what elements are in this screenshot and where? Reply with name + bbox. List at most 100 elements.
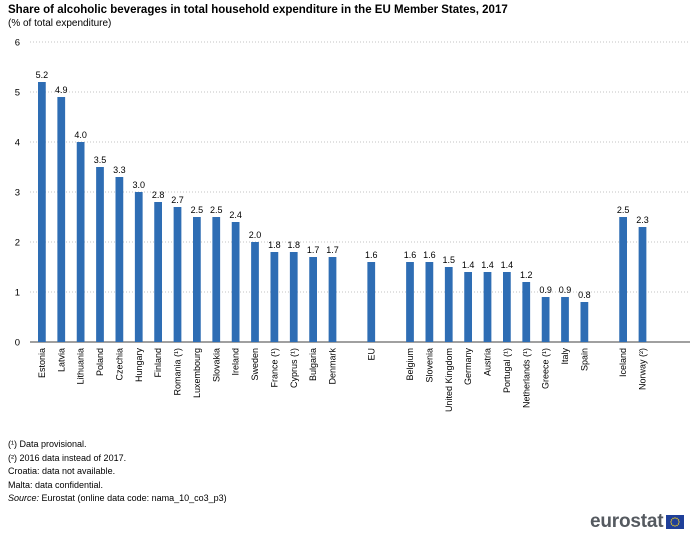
data-label: 1.4: [501, 260, 514, 270]
eurostat-logo: eurostat: [590, 510, 685, 534]
data-label: 3.0: [132, 180, 145, 190]
bar: [638, 227, 647, 342]
bar: [541, 297, 550, 342]
bar: [289, 252, 298, 342]
bar: [154, 202, 162, 342]
bar: [561, 297, 569, 342]
x-tick-label: Czechia: [114, 348, 124, 381]
x-tick-label: Denmark: [328, 348, 338, 385]
x-axis-labels: Estonia Latvia Lithuania Poland Czechia Hunga…: [37, 348, 648, 413]
data-label: 2.8: [152, 190, 165, 200]
data-label: 2.4: [229, 210, 242, 220]
x-tick-label: Germany: [463, 348, 473, 386]
footnotes: (¹) Data provisional. (²) 2016 data inst…: [8, 438, 227, 506]
x-tick-label: Lithuania: [76, 348, 86, 385]
gridlines: [30, 41, 690, 343]
data-label: 3.5: [94, 155, 107, 165]
x-tick-label: Belgium: [405, 348, 415, 381]
data-label: 2.5: [617, 205, 630, 215]
x-tick-label: Slovenia: [424, 348, 434, 383]
data-label: 2.0: [249, 230, 262, 240]
x-tick-label: Ireland: [231, 348, 241, 376]
data-label: 1.7: [307, 245, 320, 255]
y-tick-label: 0: [15, 338, 20, 349]
data-label: 1.6: [423, 250, 436, 260]
data-label: 1.2: [520, 270, 533, 280]
bar: [309, 257, 317, 342]
data-label: 0.8: [578, 290, 591, 300]
chart-subtitle: (% of total expenditure): [8, 18, 112, 29]
bar: [483, 272, 492, 342]
data-label: 1.4: [481, 260, 494, 270]
data-label: 2.5: [210, 205, 223, 215]
bar: [251, 242, 259, 342]
logo-text: eurostat: [590, 511, 664, 532]
bar: [76, 142, 85, 342]
value-labels: 5.2 4.9 4.0 3.5 3.3 3.0 2.8 2.7 2.5 2.5 2.4 2.0 1.8 1…: [36, 70, 649, 300]
data-label: 1.5: [442, 255, 455, 265]
bar: [328, 257, 337, 342]
data-label: 2.5: [191, 205, 204, 215]
data-label: 1.7: [326, 245, 339, 255]
x-tick-label: Estonia: [37, 348, 47, 378]
footnote-2016: (²) 2016 data instead of 2017.: [8, 452, 127, 463]
x-tick-label: Romania (¹): [173, 348, 183, 396]
x-tick-label: Netherlands (¹): [521, 348, 531, 408]
bar: [38, 82, 46, 342]
data-label: 0.9: [559, 285, 572, 295]
x-tick-label: Greece (¹): [541, 348, 551, 389]
x-tick-label: Latvia: [56, 348, 66, 372]
source-label: Source:: [8, 493, 40, 503]
x-tick-label: United Kingdom: [444, 348, 454, 412]
bar: [522, 282, 531, 342]
x-tick-label: Poland: [95, 348, 105, 376]
source-text: Eurostat (online data code: nama_10_co3_…: [39, 493, 227, 503]
x-tick-label: Spain: [579, 348, 589, 371]
x-tick-label: Bulgaria: [308, 348, 318, 381]
chart-title: Share of alcoholic beverages in total ho…: [8, 4, 508, 16]
x-tick-label: Norway (²): [638, 348, 648, 390]
y-tick-label: 5: [15, 88, 20, 99]
eu-flag-icon: [666, 515, 685, 529]
bar: [134, 192, 143, 342]
x-tick-label: Italy: [560, 348, 570, 365]
y-axis: 0 1 2 3 4 5 6: [15, 38, 20, 349]
data-label: 2.3: [636, 215, 649, 225]
x-tick-label: Iceland: [618, 348, 628, 377]
bar: [367, 262, 376, 342]
bar: [580, 302, 589, 342]
x-tick-label: Austria: [483, 348, 493, 376]
x-tick-label: France (¹): [269, 348, 279, 388]
bar: [173, 207, 182, 342]
y-tick-label: 2: [15, 238, 20, 249]
source-line: Source: Eurostat (online data code: nama…: [8, 492, 227, 506]
data-label: 0.9: [539, 285, 552, 295]
data-label: 5.2: [36, 70, 49, 80]
data-label: 1.8: [287, 240, 300, 250]
footnote-provisional: (¹) Data provisional.: [8, 439, 87, 449]
x-tick-label: Cyprus (¹): [289, 348, 299, 388]
bar: [464, 272, 472, 342]
footnote-malta: Malta: data confidential.: [8, 479, 104, 490]
x-tick-label: Sweden: [250, 348, 260, 381]
x-tick-label: Portugal (¹): [502, 348, 512, 393]
footnote-croatia: Croatia: data not available.: [8, 466, 116, 476]
bar: [444, 267, 453, 342]
data-label: 1.6: [365, 250, 378, 260]
x-tick-label: Finland: [153, 348, 163, 378]
data-label: 3.3: [113, 165, 126, 175]
y-tick-label: 6: [15, 38, 20, 49]
data-label: 1.8: [268, 240, 281, 250]
bar: [406, 262, 414, 342]
x-tick-label: Hungary: [134, 348, 144, 383]
bar: [193, 217, 201, 342]
data-label: 1.4: [462, 260, 475, 270]
y-tick-label: 1: [15, 288, 20, 299]
bar: [212, 217, 221, 342]
bar: [425, 262, 434, 342]
bar: [270, 252, 279, 342]
bar: [115, 177, 124, 342]
bar: [57, 97, 66, 342]
y-tick-label: 4: [15, 138, 20, 149]
x-tick-label: EU: [366, 348, 376, 361]
